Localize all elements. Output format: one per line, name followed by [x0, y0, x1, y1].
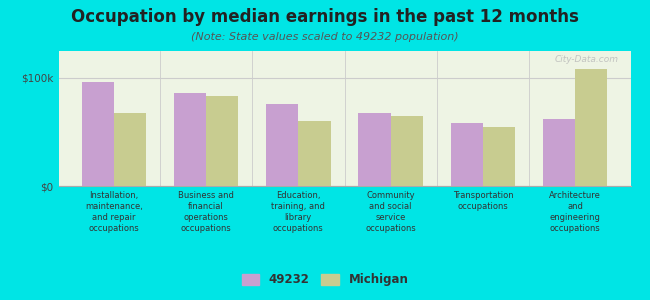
Text: City-Data.com: City-Data.com	[555, 55, 619, 64]
Bar	[575, 69, 608, 186]
Text: Occupation by median earnings in the past 12 months: Occupation by median earnings in the pas…	[71, 8, 579, 26]
Bar	[483, 127, 515, 186]
Bar	[391, 116, 423, 186]
Bar	[450, 123, 483, 186]
Text: (Note: State values scaled to 49232 population): (Note: State values scaled to 49232 popu…	[191, 32, 459, 41]
Bar	[298, 121, 331, 186]
Bar	[174, 93, 206, 186]
Bar	[358, 112, 391, 186]
Bar	[543, 119, 575, 186]
Bar	[81, 82, 114, 186]
Legend: 49232, Michigan: 49232, Michigan	[237, 269, 413, 291]
Bar	[266, 104, 298, 186]
Bar	[114, 112, 146, 186]
Bar	[206, 96, 239, 186]
